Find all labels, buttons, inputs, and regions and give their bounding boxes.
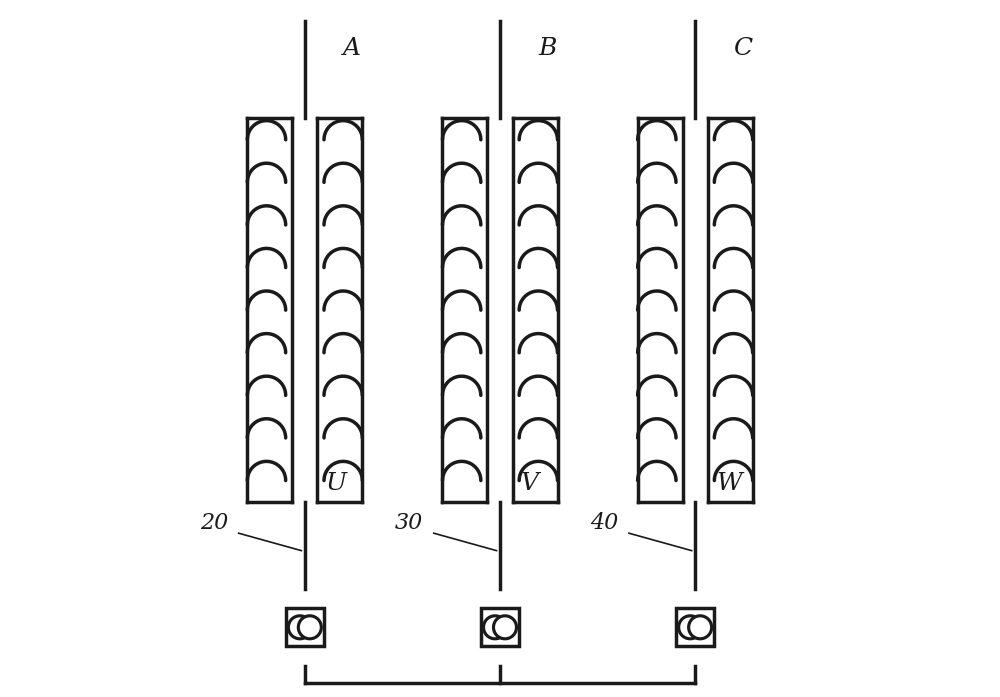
Bar xyxy=(676,608,714,647)
Circle shape xyxy=(484,616,507,638)
Circle shape xyxy=(298,616,321,638)
Circle shape xyxy=(493,616,516,638)
Text: W: W xyxy=(716,472,742,495)
Bar xyxy=(481,608,519,647)
Text: 40: 40 xyxy=(590,512,618,534)
Text: A: A xyxy=(343,38,361,60)
Text: 20: 20 xyxy=(200,512,228,534)
Circle shape xyxy=(679,616,702,638)
Text: B: B xyxy=(538,38,557,60)
Text: V: V xyxy=(521,472,539,495)
Circle shape xyxy=(288,616,311,638)
Bar xyxy=(286,608,324,647)
Text: C: C xyxy=(733,38,753,60)
Circle shape xyxy=(689,616,712,638)
Text: U: U xyxy=(326,472,347,495)
Text: 30: 30 xyxy=(395,512,423,534)
